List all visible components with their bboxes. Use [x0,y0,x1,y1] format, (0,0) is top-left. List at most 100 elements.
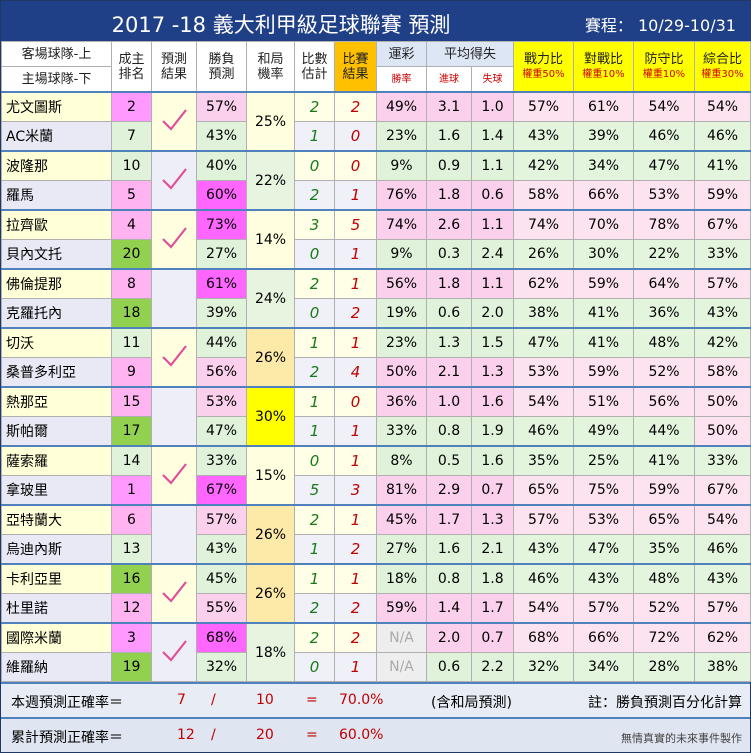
goals-for: 1.8 [426,268,472,299]
goals-against: 1.3 [470,504,515,535]
overall-ratio: 54% [694,91,751,122]
power-ratio: 47% [513,327,575,358]
header-cell: 主場球隊-下 [1,66,112,93]
defense-ratio: 35% [633,534,696,565]
win-probability: 61% [196,268,247,299]
goals-for: 2.6 [426,209,472,240]
score-estimate: 0 [294,652,335,682]
draw-probability: 26% [246,327,295,388]
draw-probability: 14% [246,209,295,270]
title: 2017 -18 義大利甲級足球聯賽 預測 [111,13,451,37]
footer-row: 累計預測正確率＝ 12 / 20 = 60.0% 無情真實的未來事件製作 [1,717,750,752]
match-row: 亞特蘭大 6 57% 26% 2 1 45% 1.7 1.3 57% 53% 65% 54% [1,504,751,565]
h2h-ratio: 61% [573,91,635,122]
rank: 14 [111,445,152,476]
goals-for: 0.6 [426,298,472,329]
match-score: 1 [334,239,377,270]
goals-against: 1.7 [470,593,515,624]
footer-note-right: 註：勝負預測百分化計算 [588,695,742,711]
match-score: 0 [334,150,377,181]
score-estimate: 1 [294,563,335,594]
match-row: 斯帕爾 17 47% 1 1 33% 0.8 1.9 46% 49% 44% 50% [1,416,751,447]
score-estimate: 0 [294,445,335,476]
defense-ratio: 54% [633,91,696,122]
team-name: 亞特蘭大 [1,504,112,535]
header-cell: 比賽 結果 [334,41,377,93]
footer: 本週預測正確率＝ 7 / 10 = 70.0% (含和局預測) 註：勝負預測百分化計算 累計預測… [1,682,750,752]
score-estimate: 2 [294,180,335,211]
team-name: 斯帕爾 [1,416,112,447]
lottery-rate: N/A [376,622,427,653]
h2h-ratio: 53% [573,504,635,535]
draw-probability: 22% [246,150,295,211]
footer-row: 本週預測正確率＝ 7 / 10 = 70.0% (含和局預測) 註：勝負預測百分化計算 [1,682,750,717]
footer-note: (含和局預測) [431,695,512,711]
win-probability: 40% [196,150,247,181]
power-ratio: 68% [513,622,575,653]
defense-ratio: 52% [633,593,696,624]
header-cell: 勝負 預測 [196,41,247,93]
power-ratio: 58% [513,180,575,211]
header-text: 勝負 [208,51,235,67]
power-ratio: 62% [513,268,575,299]
score-estimate: 1 [294,327,335,358]
power-ratio: 46% [513,563,575,594]
match-score: 1 [334,652,377,682]
match-row: 貝內文托 20 27% 0 1 9% 0.3 2.4 26% 30% 22% 33% [1,239,751,270]
match-row: 拉齊歐 4 73% 14% 3 5 74% 2.6 1.1 74% 70% 78% 67% [1,209,751,270]
overall-ratio: 57% [694,593,751,624]
defense-ratio: 46% [633,121,696,152]
goals-for: 0.3 [426,239,472,270]
header-cell: 對戰比 權重10% [573,41,635,93]
prediction-result [151,327,197,388]
weight-text: 權重10% [642,68,686,80]
rank: 11 [111,327,152,358]
prediction-result [151,386,197,447]
defense-ratio: 64% [633,268,696,299]
team-name: 烏迪內斯 [1,534,112,565]
header-text: 預測 [208,66,235,82]
h2h-ratio: 41% [573,298,635,329]
check-mark [162,226,187,249]
h2h-ratio: 66% [573,622,635,653]
draw-probability: 26% [246,504,295,565]
lottery-rate: 59% [376,593,427,624]
goals-for: 1.8 [426,180,472,211]
win-probability: 44% [196,327,247,358]
h2h-ratio: 75% [573,475,635,506]
overall-ratio: 62% [694,622,751,653]
match-score: 0 [334,386,377,417]
header-text: 和局 [257,51,284,67]
defense-ratio: 65% [633,504,696,535]
header-text: 戰力比 [524,51,564,67]
lottery-rate: 49% [376,91,427,122]
match-row: 切沃 11 44% 26% 1 1 23% 1.3 1.5 47% 41% 48% 42% [1,327,751,388]
power-ratio: 53% [513,357,575,388]
defense-ratio: 56% [633,386,696,417]
overall-ratio: 57% [694,268,751,299]
defense-ratio: 48% [633,563,696,594]
rank: 17 [111,416,152,447]
h2h-ratio: 51% [573,386,635,417]
lottery-rate: N/A [376,652,427,682]
lottery-rate: 50% [376,357,427,388]
check-stroke [162,639,187,662]
team-name: 羅馬 [1,180,112,211]
prediction-result [151,91,197,152]
weight-text: 權重50% [522,68,565,80]
header-text: 排名 [118,66,145,82]
goals-against: 2.0 [470,298,515,329]
header-cell: 平均得失 [425,41,515,67]
match-row: 拿玻里 1 67% 5 3 81% 2.9 0.7 65% 75% 59% 67% [1,475,751,506]
header-text: 比數 [301,51,328,67]
header-text: 對戰比 [584,51,624,67]
lottery-rate: 23% [376,327,427,358]
score-estimate: 2 [294,268,335,299]
match-row: 杜里諾 12 55% 2 2 59% 1.4 1.7 54% 57% 52% 57% [1,593,751,624]
check-mark [162,167,187,190]
power-ratio: 43% [513,534,575,565]
header-cell: 失球 [470,66,515,93]
power-ratio: 32% [513,652,575,682]
header-row: 主場球隊-下 勝率 進球 失球 [1,66,751,93]
score-estimate: 2 [294,357,335,388]
